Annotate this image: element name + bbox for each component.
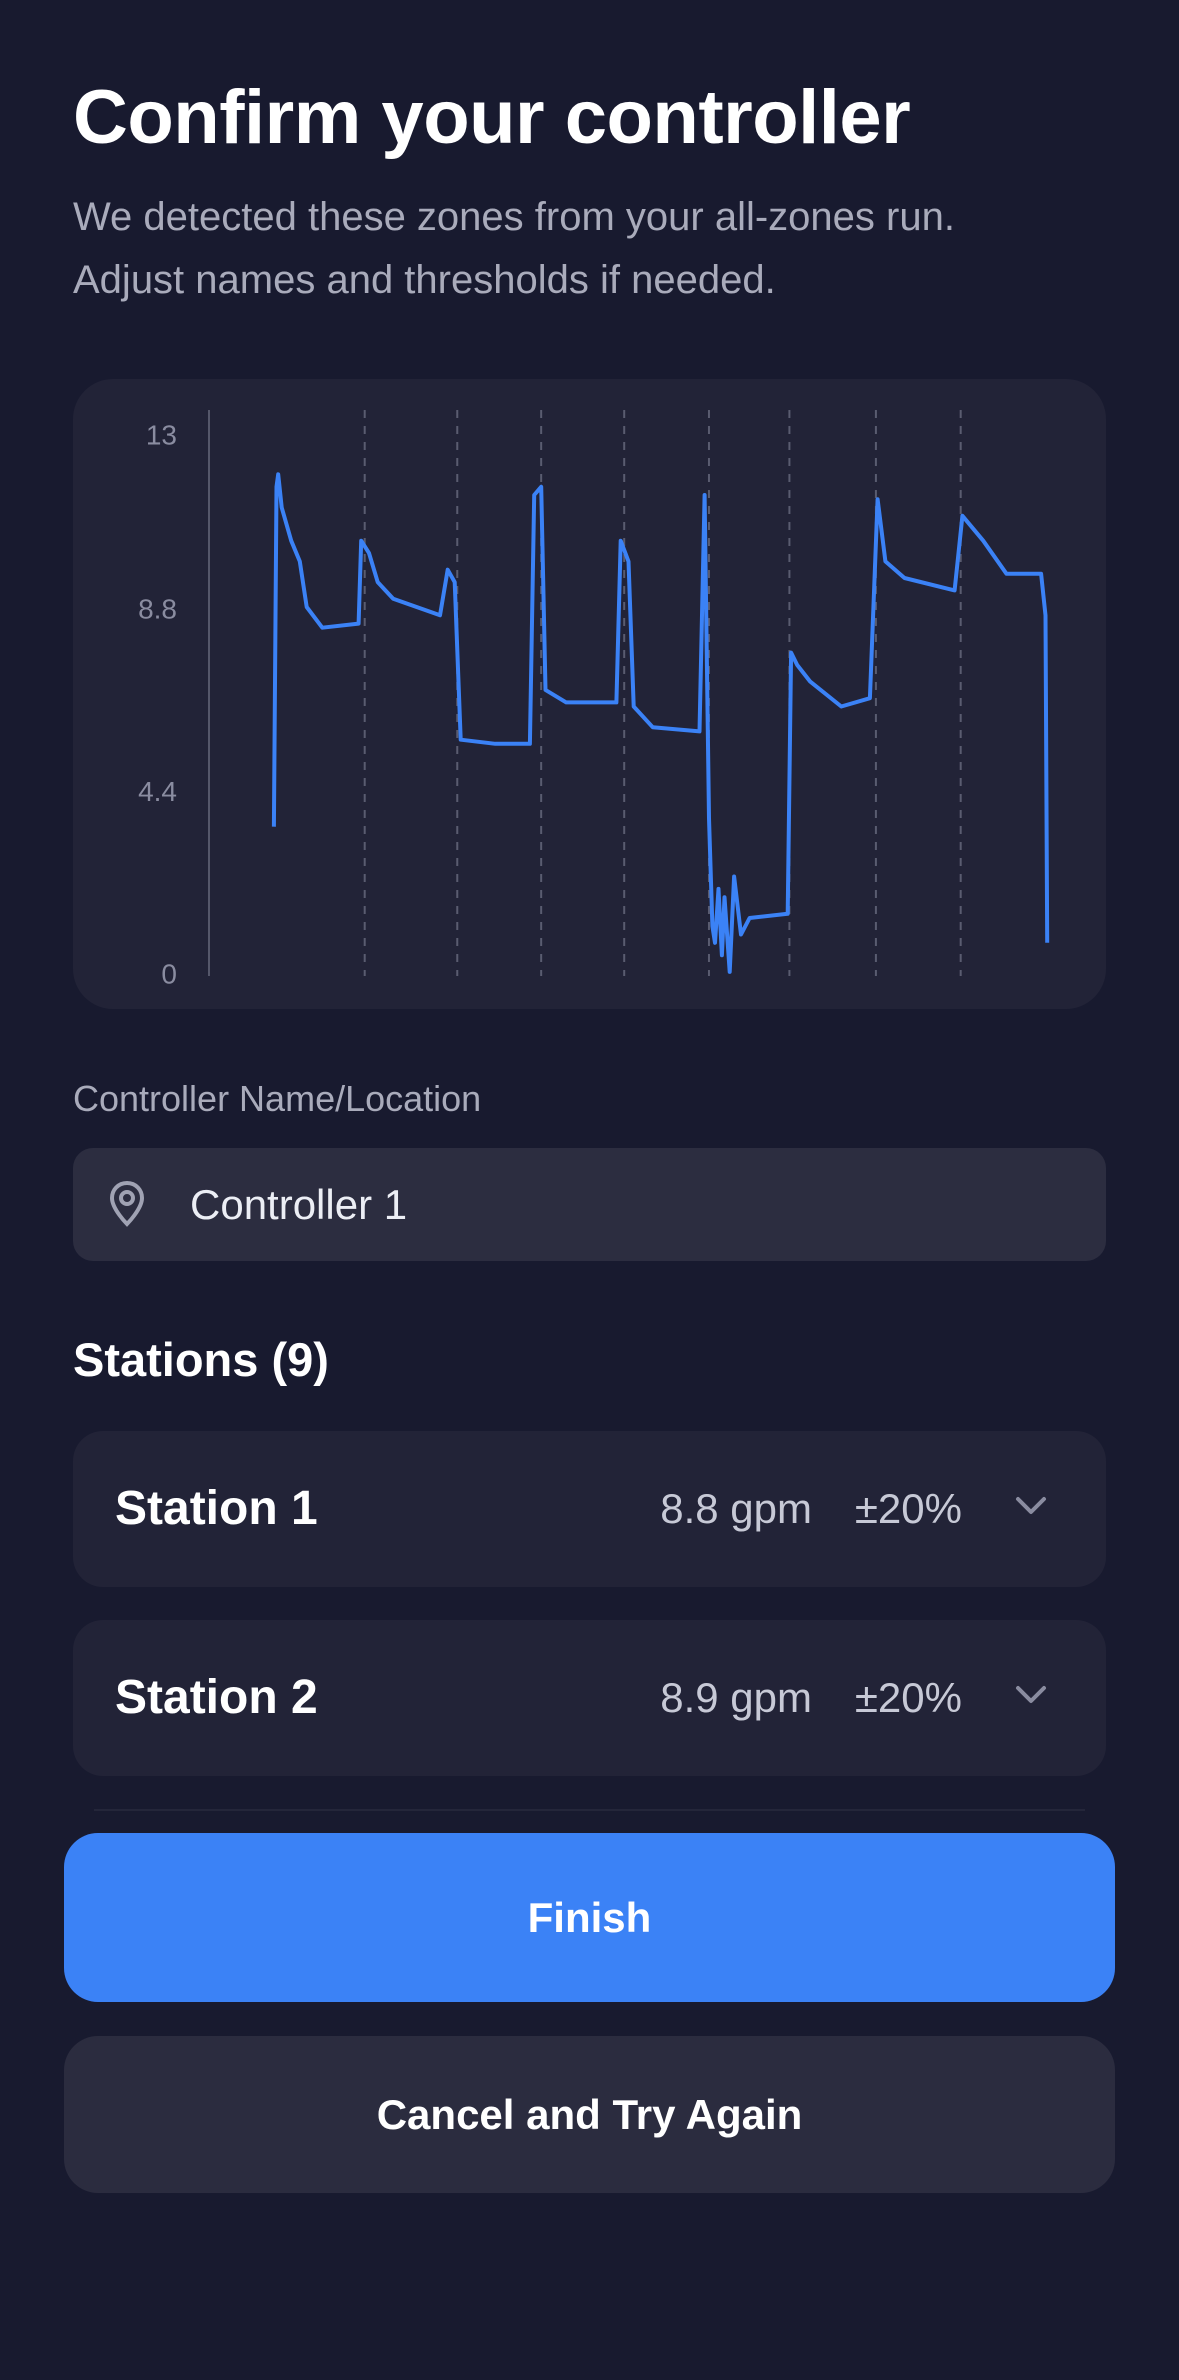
y-tick-label: 0 [161, 958, 177, 989]
chevron [1016, 1497, 1046, 1514]
subtitle: Adjust names and thresholds if needed. [73, 258, 776, 302]
station-name: Station 1 [115, 1482, 318, 1535]
section-heading: Stations (9) [73, 1333, 329, 1386]
finish-button[interactable]: Finish [64, 1833, 1115, 2002]
station-row[interactable]: Station 2 8.9 gpm ±20% [73, 1620, 1106, 1776]
flow-line [271, 472, 1050, 974]
cancel-button[interactable]: Cancel and Try Again [64, 2036, 1115, 2193]
chevron [1016, 1686, 1046, 1703]
title: Confirm your controller [73, 75, 911, 160]
chart: 0 4.4 8.8 13 [138, 410, 1050, 989]
station-flow: 8.9 gpm [660, 1674, 812, 1721]
station-name: Station 2 [115, 1671, 318, 1724]
station-flow: 8.8 gpm [660, 1485, 812, 1532]
text-input[interactable]: Controller 1 [73, 1148, 1106, 1261]
input-value: Controller 1 [190, 1181, 408, 1228]
field-label: Controller Name/Location [73, 1078, 482, 1119]
station-tolerance: ±20% [854, 1485, 962, 1532]
y-tick-label: 8.8 [138, 594, 177, 625]
subtitle: We detected these zones from your all-zo… [73, 195, 955, 239]
y-tick-label: 13 [146, 419, 177, 450]
y-tick-label: 4.4 [138, 776, 177, 807]
location-icon [109, 1180, 145, 1227]
station-row[interactable]: Station 1 8.8 gpm ±20% [73, 1431, 1106, 1587]
station-tolerance: ±20% [854, 1674, 962, 1721]
chart-card: 0 4.4 8.8 13 [73, 379, 1106, 1009]
divider [94, 1809, 1085, 1811]
